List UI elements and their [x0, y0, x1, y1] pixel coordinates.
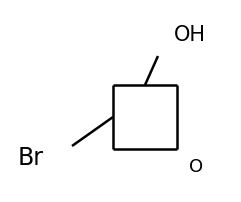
Text: O: O — [189, 157, 203, 175]
Text: Br: Br — [18, 145, 44, 169]
Text: OH: OH — [174, 25, 206, 45]
